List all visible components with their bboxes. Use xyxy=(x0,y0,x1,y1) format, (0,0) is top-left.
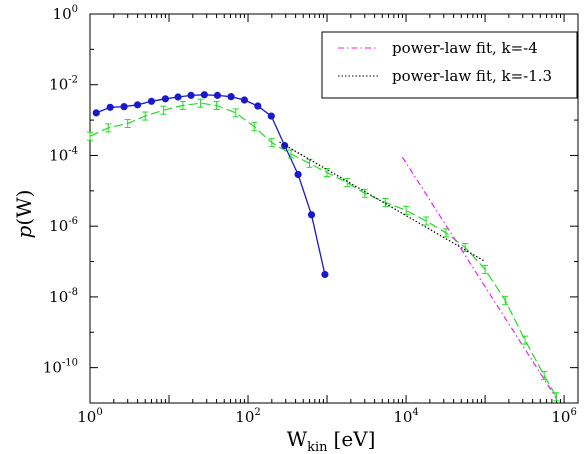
data-point xyxy=(213,91,222,99)
y-tick-label: 10-6 xyxy=(49,216,78,235)
y-tick-label: 100 xyxy=(53,4,78,23)
x-tick-labels: 100 102 104 106 xyxy=(77,407,577,426)
y-tick-label: 10-8 xyxy=(49,287,78,306)
series-layer xyxy=(87,91,560,402)
data-point xyxy=(92,109,100,117)
data-point xyxy=(120,103,128,111)
series-line-1 xyxy=(89,102,557,398)
x-tick-label: 102 xyxy=(235,407,260,426)
legend: power-law fit, k=-4 power-law fit, k=-1.… xyxy=(321,31,578,99)
data-point xyxy=(227,93,235,101)
series-line-3 xyxy=(279,141,486,263)
plot-area xyxy=(87,13,579,404)
data-point xyxy=(307,211,316,219)
data-point xyxy=(254,102,262,110)
y-axis-label-italic: p xyxy=(12,225,36,238)
axis-ticks xyxy=(89,13,578,404)
y-tick-labels: 100 10-2 10-4 10-6 10-8 10-10 xyxy=(43,4,78,377)
data-point xyxy=(200,91,208,99)
series-line-2 xyxy=(401,156,557,399)
y-tick-label: 10-2 xyxy=(49,75,78,94)
legend-box xyxy=(321,31,578,99)
x-axis-label: Wkin [eV] xyxy=(287,427,376,454)
data-point xyxy=(133,101,142,109)
plot-frame xyxy=(89,13,579,404)
data-point xyxy=(147,97,156,105)
x-tick-label: 104 xyxy=(393,407,418,426)
data-point xyxy=(267,112,275,120)
data-point xyxy=(321,270,329,279)
data-point xyxy=(161,95,169,103)
x-axis-label-unit: [eV] xyxy=(334,427,376,451)
y-tick-label: 10-4 xyxy=(49,145,78,164)
data-point xyxy=(294,170,302,179)
y-axis-label-rest: (W) xyxy=(12,190,36,226)
x-axis-label-base: W xyxy=(287,427,308,451)
x-axis-label-sub: kin xyxy=(307,440,328,454)
data-point xyxy=(187,91,195,99)
y-axis-label: p(W) xyxy=(12,190,36,239)
data-point xyxy=(106,103,114,111)
x-tick-label: 106 xyxy=(551,407,576,426)
x-tick-label: 100 xyxy=(77,407,102,426)
data-point xyxy=(240,96,249,104)
legend-label-k13: power-law fit, k=-1.3 xyxy=(392,67,552,85)
data-point xyxy=(174,93,182,101)
legend-label-k4: power-law fit, k=-4 xyxy=(392,39,538,57)
y-tick-label: 10-10 xyxy=(43,358,78,377)
